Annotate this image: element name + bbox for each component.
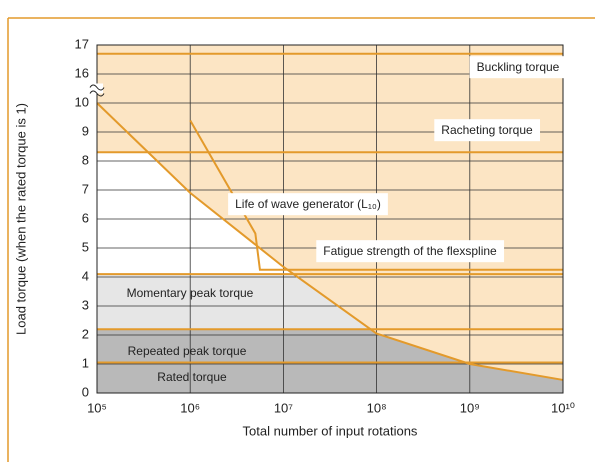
x-tick-label: 10⁶: [180, 400, 200, 415]
series-label: Racheting torque: [441, 123, 533, 137]
y-tick-label: 17: [75, 36, 89, 51]
break-gap: [91, 83, 103, 94]
series-line: [96, 102, 564, 381]
y-tick-label: 5: [82, 239, 89, 254]
series-label: Life of wave generator (L₁₀): [235, 197, 381, 211]
y-tick-label: 4: [82, 268, 89, 283]
y-tick-label: 16: [75, 65, 89, 80]
y-tick-label: 8: [82, 152, 89, 167]
x-axis-title: Total number of input rotations: [243, 423, 418, 438]
x-tick-label: 10¹⁰: [551, 400, 575, 415]
label-box: [228, 193, 388, 216]
y-tick-label: 10: [75, 94, 89, 109]
x-tick-label: 10⁹: [460, 400, 480, 415]
x-tick-label: 10⁸: [367, 400, 387, 415]
y-tick-label: 0: [82, 384, 89, 399]
series-label: Momentary peak torque: [127, 286, 254, 300]
series-label: Repeated peak torque: [128, 344, 247, 358]
series-label: Fatigue strength of the flexspline: [323, 244, 497, 258]
series-label: Buckling torque: [477, 60, 560, 74]
x-tick-label: 10⁷: [274, 400, 293, 415]
label-box: [469, 56, 567, 79]
y-tick-label: 1: [82, 355, 89, 370]
y-tick-label: 7: [82, 181, 89, 196]
y-tick-label: 6: [82, 210, 89, 225]
label-box: [434, 119, 541, 142]
y-tick-label: 9: [82, 123, 89, 138]
break-mark: [89, 84, 105, 91]
y-tick-label: 3: [82, 297, 89, 312]
plot-frame: [96, 44, 564, 394]
y-axis-title: Load torque (when the rated torque is 1): [13, 103, 28, 335]
break-mark: [89, 90, 105, 97]
series-line: [189, 119, 563, 271]
x-tick-label: 10⁵: [87, 400, 107, 415]
label-box: [316, 240, 505, 263]
series-label: Rated torque: [157, 370, 227, 384]
y-tick-label: 2: [82, 326, 89, 341]
